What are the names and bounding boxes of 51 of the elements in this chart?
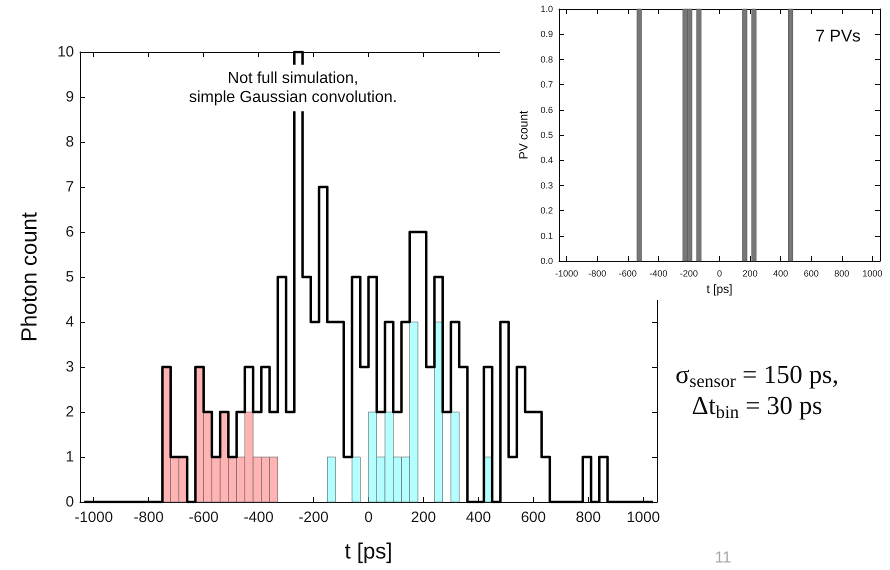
x-tick-label: -400 [649,268,668,278]
y-tick-label: 0.3 [540,180,553,190]
y-tick-label: 8 [66,134,74,150]
x-tick-label: -600 [618,268,637,278]
x-tick-label: 600 [804,268,819,278]
x-axis-title: t [ps] [706,282,733,296]
y-tick-label: 0.8 [540,54,553,64]
y-tick-label: 7 [66,178,74,196]
x-tick-label: 400 [466,509,491,526]
x-tick-label: -800 [134,509,164,526]
x-tick-label: -200 [680,268,698,278]
annotation: Not full simulation, simple Gaussian convolution. [188,70,398,106]
y-tick-label: 6 [66,224,74,240]
x-tick-label: 200 [742,268,758,278]
y-tick-label: 1.0 [540,4,553,14]
y-tick-label: 0.6 [540,104,553,115]
y-tick-label: 0.9 [540,29,553,40]
y-tick-label: 3 [66,358,74,376]
x-tick-label: 1000 [862,268,882,278]
x-tick-label: -600 [188,509,219,526]
x-tick-label: -200 [298,509,329,526]
y-tick-label: 0.2 [540,206,553,216]
y-tick-label: 1 [66,448,74,466]
y-axis-title: PV count [516,110,531,160]
y-tick-label: 0.7 [540,80,553,90]
x-tick-label: 1000 [626,509,660,526]
x-tick-label: 800 [834,268,850,278]
y-tick-label: 10 [57,44,74,60]
y-tick-label: 0.5 [540,130,553,140]
x-tick-label: 400 [773,268,788,278]
y-tick-label: 0.0 [540,256,553,266]
x-tick-label: -400 [244,509,274,526]
x-tick-label: -1000 [74,509,113,526]
annotation: 7 PVs [815,26,861,46]
y-axis-title: Photon count [16,212,42,342]
y-tick-label: 0.1 [540,230,553,241]
text: 11 [714,550,732,566]
y-tick-label: 9 [66,88,74,106]
y-tick-label: 5 [66,268,74,286]
x-axis-title: t [ps] [344,538,392,564]
x-tick-label: -1000 [555,268,578,278]
y-tick-label: 2 [66,404,74,420]
x-tick-label: 200 [410,509,436,526]
x-tick-label: 800 [576,509,601,526]
y-tick-label: 4 [66,314,74,330]
y-tick-label: 0.4 [540,155,553,166]
x-tick-label: 0 [716,268,722,278]
y-tick-label: 0 [66,494,74,510]
x-tick-label: 0 [364,509,373,526]
x-tick-label: -800 [588,268,606,278]
x-tick-label: 600 [520,509,546,526]
